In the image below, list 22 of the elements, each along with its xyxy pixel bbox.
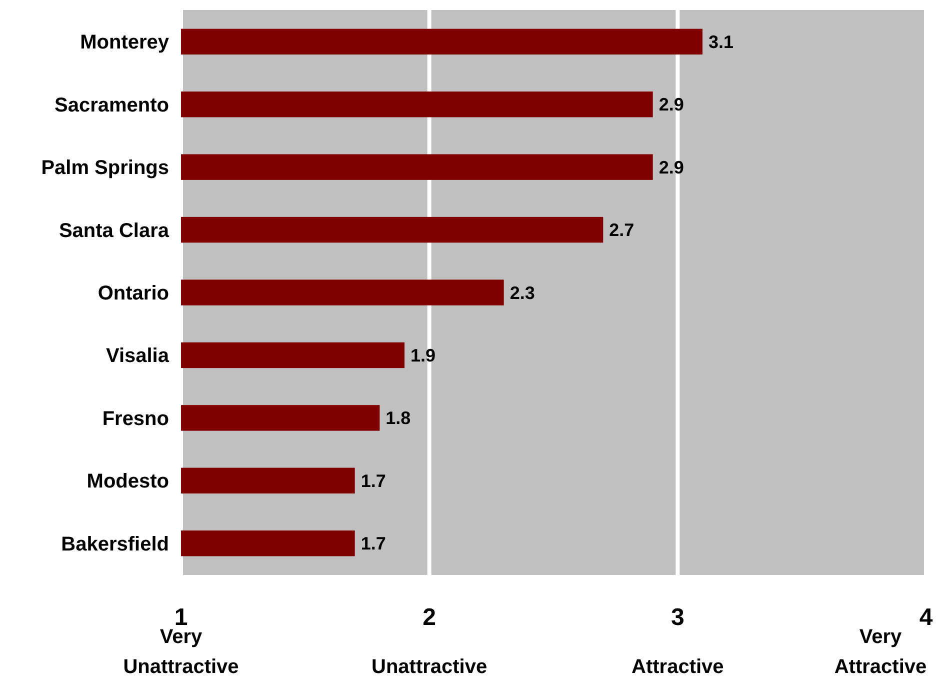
data-label: 2.3: [510, 282, 535, 303]
y-tick-label: Sacramento: [54, 94, 169, 116]
y-tick-label: Modesto: [86, 470, 169, 493]
text: Attractive: [632, 656, 724, 678]
y-tick-label: Palm Springs: [41, 157, 169, 180]
y-tick-label: Santa Clara: [58, 220, 170, 242]
y-tick-label: Fresno: [102, 408, 169, 430]
x-tick-label: 3: [670, 604, 684, 631]
text: Unattractive: [372, 656, 488, 678]
y-tick-label: Monterey: [80, 32, 170, 54]
y-tick-label: Visalia: [106, 345, 170, 368]
data-label: 1.7: [360, 534, 386, 554]
data-label: 2.9: [658, 157, 684, 178]
data-label: 1.7: [360, 470, 386, 491]
y-tick-label: Ontario: [98, 282, 169, 304]
data-label: 2.9: [658, 94, 684, 115]
y-tick-label: Bakersfield: [61, 533, 169, 556]
data-label: 1.8: [386, 408, 411, 428]
data-label: 2.7: [609, 220, 634, 240]
data-label: 3.1: [708, 32, 734, 52]
x-tick-label: 2: [422, 604, 436, 631]
data-label: 1.9: [410, 346, 436, 366]
